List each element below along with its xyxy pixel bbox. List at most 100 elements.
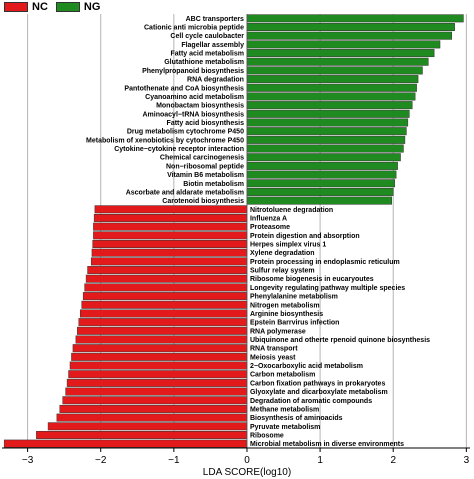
bar-label-ng: Fatty acid metabolism — [170, 51, 244, 58]
x-tick-label: −2 — [95, 455, 107, 466]
bar-ng — [246, 66, 423, 75]
bar-ng — [246, 23, 455, 32]
bar-label-ng: Biotin metabolism — [183, 181, 244, 188]
bar-nc — [85, 274, 248, 283]
bar-nc — [79, 309, 248, 318]
bar-ng — [246, 75, 419, 84]
bar-label-ng: ABC transporters — [186, 16, 244, 23]
bar-nc — [81, 300, 248, 309]
x-tick-label: 3 — [464, 455, 470, 466]
bar-ng — [246, 196, 393, 205]
bar-label-nc: RNA transport — [250, 346, 298, 353]
x-tick-label: −3 — [22, 455, 34, 466]
bar-ng — [246, 14, 464, 23]
bar-nc — [93, 231, 248, 240]
bar-label-ng: Metabolism of xenobiotics by cytochrome … — [86, 137, 244, 144]
bar-ng — [246, 179, 395, 188]
bar-label-ng: Pantothenate and CoA biosynthesis — [124, 85, 244, 92]
bar-nc — [36, 430, 248, 439]
bar-label-nc: Epstein Barrvirus infection — [250, 320, 339, 327]
legend-item-nc[interactable]: NC — [4, 1, 48, 13]
bar-nc — [90, 257, 248, 266]
bar-nc — [77, 326, 248, 335]
bar-nc — [69, 361, 248, 370]
bar-nc — [47, 422, 248, 431]
bar-ng — [246, 31, 452, 40]
bar-label-nc: Biosynthesis of aminoacids — [250, 415, 343, 422]
bar-label-nc: Longevity regulating pathway multiple sp… — [250, 285, 405, 292]
bar-label-nc: Influenza A — [250, 215, 287, 222]
bar-label-nc: Protein digestion and absorption — [250, 233, 360, 240]
bar-nc — [94, 205, 248, 214]
bar-label-ng: Cell cycle caulobacter — [170, 33, 244, 40]
bar-label-nc: Nitrotoluene degradation — [250, 207, 333, 214]
bar-ng — [246, 57, 429, 66]
bar-label-ng: Monobactam biosynthesis — [156, 103, 244, 110]
bar-label-nc: Carbon fixation pathways in prokaryotes — [250, 380, 385, 387]
bar-nc — [68, 370, 248, 379]
bar-label-nc: Carbon metabolism — [250, 372, 315, 379]
legend-label-nc: NC — [32, 1, 48, 13]
legend-swatch-ng — [55, 2, 80, 12]
bar-nc — [66, 378, 248, 387]
bar-ng — [246, 101, 413, 110]
bar-nc — [59, 404, 248, 413]
legend-swatch-nc — [4, 2, 28, 12]
bar-label-ng: Flagellar assembly — [181, 42, 244, 49]
bar-label-ng: Cationic anti microbia peptide — [144, 25, 244, 32]
bar-label-ng: Fatty acid biosynthesis — [167, 120, 245, 127]
bar-label-ng: Aminoacyl−tRNA biosynthesis — [143, 111, 245, 118]
bar-nc — [62, 396, 248, 405]
bar-label-nc: Nitrogen metabolism — [250, 302, 320, 309]
bar-ng — [246, 92, 416, 101]
bar-ng — [246, 83, 417, 92]
bar-label-ng: Vitamin B6 metabolism — [167, 172, 244, 179]
bar-label-nc: Protein processing in endoplasmic reticu… — [250, 259, 400, 266]
bar-nc — [75, 335, 248, 344]
x-tick-label: 1 — [317, 455, 323, 466]
x-tick-label: 0 — [244, 455, 250, 466]
bar-nc — [72, 344, 248, 353]
bar-nc — [71, 352, 248, 361]
bar-label-nc: Sulfur relay system — [250, 268, 315, 275]
bar-ng — [246, 40, 441, 49]
bar-label-nc: Ribosome — [250, 432, 284, 439]
bar-ng — [246, 161, 398, 170]
bar-ng — [246, 109, 410, 118]
bar-nc — [92, 240, 248, 249]
bar-label-nc: Ribosome biogenesis in eucaryoutes — [250, 276, 374, 283]
bar-nc — [91, 248, 248, 257]
bar-ng — [246, 118, 409, 127]
bar-label-nc: Arginine biosynthesis — [250, 311, 323, 318]
bar-ng — [246, 49, 435, 58]
bar-label-ng: Drug metabolism cytochrome P450 — [127, 129, 244, 136]
bar-nc — [82, 292, 248, 301]
bar-ng — [246, 127, 407, 136]
bar-label-ng: Glutathione metabolism — [164, 59, 244, 66]
bar-label-nc: RNA polymerase — [250, 328, 306, 335]
legend-label-ng: NG — [83, 1, 101, 13]
legend-item-ng[interactable]: NG — [55, 1, 101, 13]
bar-ng — [246, 170, 397, 179]
bar-label-ng: Chemical carcinogenesis — [160, 155, 244, 162]
bar-ng — [246, 187, 394, 196]
bar-label-nc: Xylene degradation — [250, 250, 315, 257]
bar-nc — [3, 439, 248, 448]
bar-ng — [246, 135, 406, 144]
bar-label-nc: Microbial metabolism in diverse environm… — [250, 441, 404, 448]
bar-nc — [78, 318, 248, 327]
x-tick-label: 2 — [390, 455, 396, 466]
bar-nc — [65, 387, 248, 396]
x-tick-label: −1 — [168, 455, 180, 466]
bar-nc — [93, 213, 248, 222]
bar-nc — [87, 266, 248, 275]
bar-label-ng: Non−ribosomal peptide — [166, 163, 244, 170]
bar-label-nc: Glyoxylate and dicarboxylate metabolism — [250, 389, 388, 396]
legend: NC NG — [4, 1, 108, 13]
bar-ng — [246, 144, 404, 153]
bar-label-nc: Methane metabolism — [250, 406, 319, 413]
bar-label-nc: 2−Oxocarboxylic acid metabolism — [250, 363, 363, 370]
x-axis-title: LDA SCORE(log10) — [203, 467, 291, 478]
bar-label-nc: Proteasome — [250, 224, 290, 231]
